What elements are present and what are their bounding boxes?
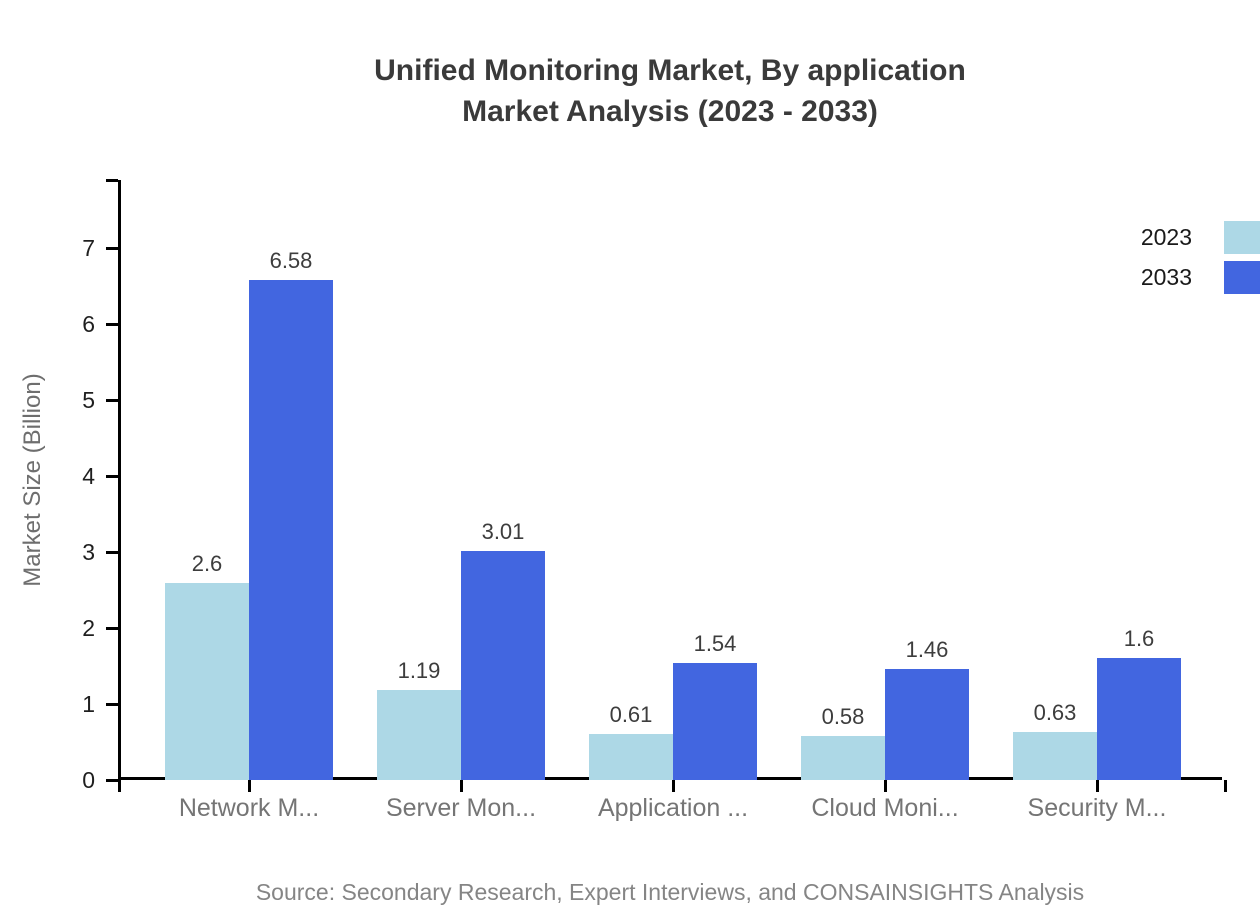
bar-2023-network-m	[165, 582, 249, 780]
legend-swatch-2023	[1224, 221, 1260, 254]
y-tick-label-1: 1	[82, 691, 95, 718]
bar-2033-network-m	[249, 280, 333, 780]
value-label-2023-network-m: 2.6	[191, 550, 223, 576]
y-tick-label-5: 5	[82, 387, 95, 414]
legend-label-2023: 2023	[1140, 224, 1192, 250]
y-tick-label-2: 2	[82, 615, 95, 642]
bar-2023-server-mon	[377, 689, 461, 780]
x-category-label-server-mon: Server Mon...	[385, 794, 537, 822]
y-tick-6	[106, 322, 118, 326]
x-tick-cloud-moni	[883, 780, 887, 792]
y-tick-2	[106, 626, 118, 630]
legend-swatch-2033	[1224, 261, 1260, 294]
y-tick-3	[106, 550, 118, 554]
legend-label-2033: 2033	[1140, 264, 1192, 290]
bar-2023-security-m	[1013, 732, 1097, 780]
y-tick-5	[106, 398, 118, 402]
y-tick-label-7: 7	[82, 235, 95, 262]
bar-2033-application	[673, 663, 757, 780]
y-tick-1	[106, 702, 118, 706]
y-tick-7	[106, 246, 118, 250]
y-tick-label-0: 0	[82, 767, 95, 793]
x-category-label-security-m: Security M...	[1027, 794, 1167, 822]
plot-area: 0 1 2 3 4 5 6 7 2.6 6.58 Network M... 1.19 3.01 Serve…	[82, 179, 1227, 822]
y-tick-0	[106, 778, 118, 782]
value-label-2033-cloud-moni: 1.46	[905, 637, 949, 663]
x-tick-server-mon	[459, 780, 463, 792]
bar-2033-server-mon	[461, 551, 545, 780]
x-axis-end-tick	[1224, 780, 1227, 792]
value-label-2033-application: 1.54	[693, 631, 737, 657]
y-tick-4	[106, 474, 118, 478]
value-label-2023-application: 0.61	[609, 701, 653, 727]
x-axis-origin-tick	[118, 780, 121, 792]
bar-2033-cloud-moni	[885, 669, 969, 780]
x-category-label-network-m: Network M...	[178, 794, 320, 822]
y-tick-label-4: 4	[82, 463, 95, 490]
bar-2023-cloud-moni	[801, 735, 885, 780]
x-category-label-cloud-moni: Cloud Moni...	[811, 794, 959, 822]
value-label-2023-cloud-moni: 0.58	[821, 703, 865, 729]
source-note: Source: Secondary Research, Expert Inter…	[255, 879, 1085, 905]
value-label-2033-security-m: 1.6	[1123, 626, 1155, 652]
x-tick-network-m	[247, 780, 251, 792]
y-tick-label-3: 3	[82, 539, 95, 566]
x-tick-application	[671, 780, 675, 792]
value-label-2023-server-mon: 1.19	[397, 657, 441, 683]
y-tick-label-6: 6	[82, 311, 95, 338]
x-tick-security-m	[1095, 780, 1099, 792]
chart-title: Unified Monitoring Market, By applicatio…	[374, 54, 966, 128]
x-category-label-application: Application ...	[597, 794, 749, 822]
y-axis-end-tick	[106, 179, 118, 182]
bar-2023-application	[589, 733, 673, 780]
value-label-2023-security-m: 0.63	[1033, 700, 1077, 726]
value-label-2033-server-mon: 3.01	[481, 519, 525, 545]
value-label-2033-network-m: 6.58	[269, 248, 313, 274]
bar-2033-security-m	[1097, 658, 1181, 780]
